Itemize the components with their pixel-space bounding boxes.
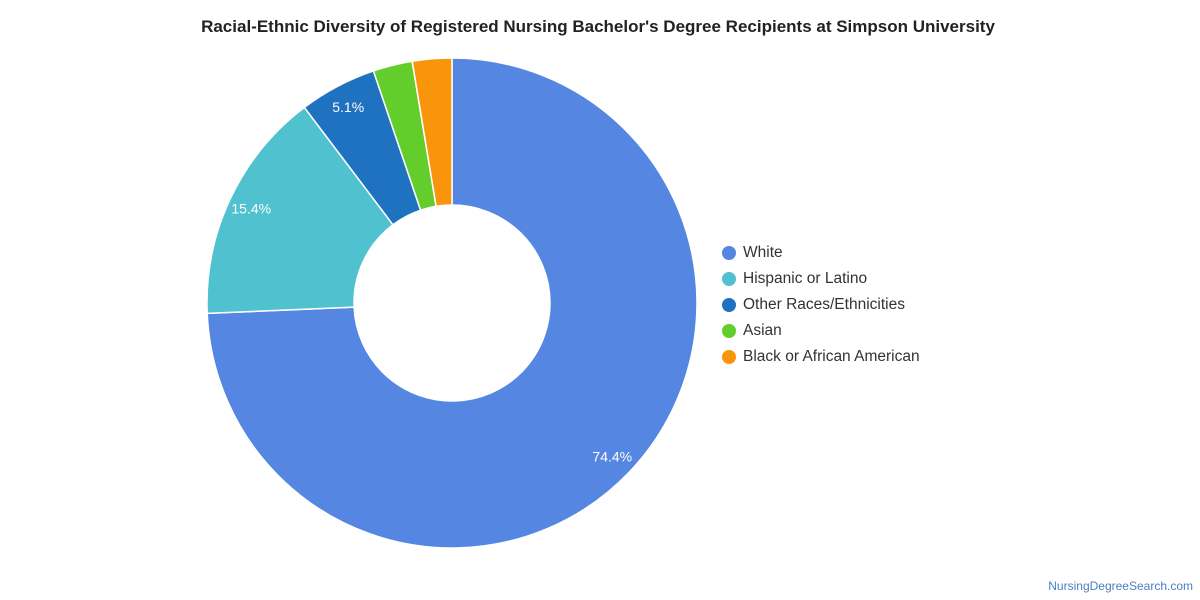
legend-label: Black or African American — [743, 348, 920, 365]
legend-item-hispanic-or-latino[interactable]: Hispanic or Latino — [722, 266, 920, 292]
legend-swatch-icon — [722, 324, 736, 338]
legend-label: Asian — [743, 322, 782, 339]
legend-item-asian[interactable]: Asian — [722, 318, 920, 344]
legend-label: White — [743, 244, 783, 261]
chart-legend: White Hispanic or Latino Other Races/Eth… — [722, 240, 920, 370]
donut-slice-hispanic-or-latino[interactable] — [206, 106, 395, 315]
legend-item-white[interactable]: White — [722, 240, 920, 266]
legend-label: Other Races/Ethnicities — [743, 296, 905, 313]
donut-slice-black-or-african-american[interactable] — [411, 57, 453, 208]
data-label: 15.4% — [231, 200, 271, 216]
legend-item-other-races[interactable]: Other Races/Ethnicities — [722, 292, 920, 318]
chart-title: Racial-Ethnic Diversity of Registered Nu… — [201, 17, 995, 36]
legend-item-black-or-african-american[interactable]: Black or African American — [722, 344, 920, 370]
legend-swatch-icon — [722, 272, 736, 286]
site-watermark[interactable]: NursingDegreeSearch.com — [1048, 579, 1193, 593]
data-label: 5.1% — [332, 99, 364, 115]
donut-slice-white[interactable] — [206, 57, 698, 549]
legend-swatch-icon — [722, 246, 736, 260]
legend-label: Hispanic or Latino — [743, 270, 868, 287]
data-label: 74.4% — [592, 449, 632, 465]
legend-swatch-icon — [722, 350, 736, 364]
legend-swatch-icon — [722, 298, 736, 312]
